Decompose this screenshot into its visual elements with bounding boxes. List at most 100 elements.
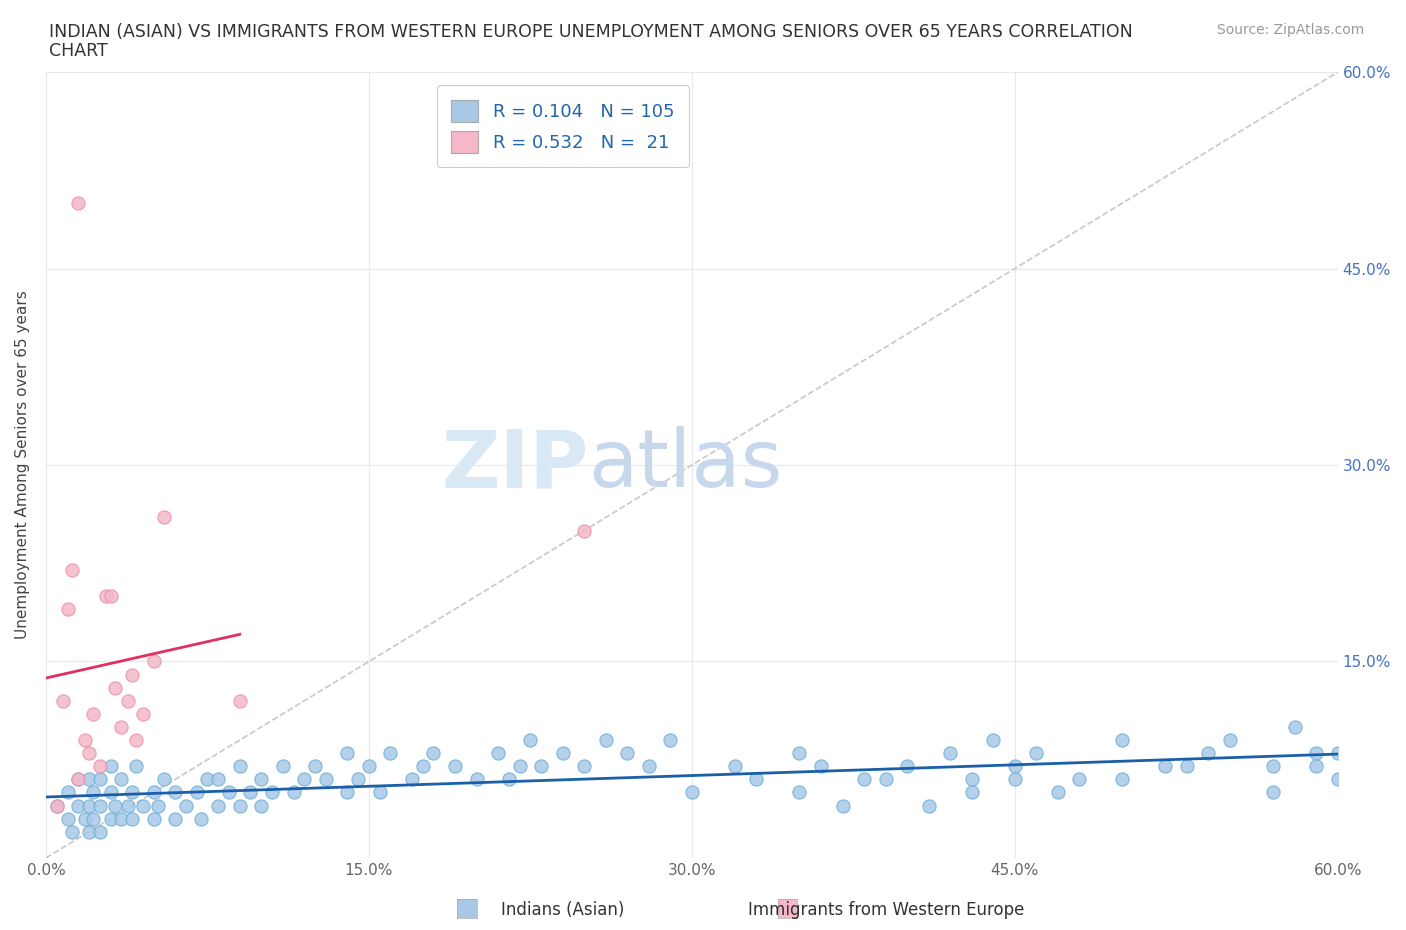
- Point: [45, 798, 67, 813]
- Point: [228, 798, 250, 813]
- Point: [56, 602, 79, 617]
- Point: [45, 798, 67, 813]
- Point: [551, 746, 574, 761]
- Point: [82, 707, 104, 722]
- Point: [100, 811, 122, 826]
- Point: [1326, 746, 1348, 761]
- Point: [239, 785, 262, 800]
- Point: [100, 589, 122, 604]
- Point: [165, 811, 187, 826]
- Point: [530, 759, 553, 774]
- Point: [104, 680, 127, 695]
- Point: [153, 772, 176, 787]
- Point: [100, 759, 122, 774]
- Point: [616, 746, 638, 761]
- Point: [831, 798, 853, 813]
- Point: [153, 510, 176, 525]
- Point: [77, 746, 100, 761]
- Point: [56, 785, 79, 800]
- Text: ZIP: ZIP: [441, 426, 589, 504]
- Point: [96, 589, 118, 604]
- Point: [190, 811, 212, 826]
- Point: [789, 785, 811, 800]
- Point: [347, 772, 370, 787]
- Text: Immigrants from Western Europe: Immigrants from Western Europe: [748, 900, 1024, 919]
- Point: [165, 785, 187, 800]
- Text: INDIAN (ASIAN) VS IMMIGRANTS FROM WESTERN EUROPE UNEMPLOYMENT AMONG SENIORS OVER: INDIAN (ASIAN) VS IMMIGRANTS FROM WESTER…: [49, 23, 1133, 41]
- Point: [117, 798, 139, 813]
- Point: [509, 759, 531, 774]
- Point: [142, 654, 165, 669]
- Point: [104, 798, 127, 813]
- Point: [228, 759, 250, 774]
- Legend: R = 0.104   N = 105, R = 0.532   N =  21: R = 0.104 N = 105, R = 0.532 N = 21: [437, 86, 689, 167]
- Point: [73, 811, 96, 826]
- Point: [315, 772, 337, 787]
- Point: [465, 772, 488, 787]
- Point: [368, 785, 391, 800]
- Point: [939, 746, 962, 761]
- Point: [110, 772, 132, 787]
- Point: [82, 785, 104, 800]
- Point: [572, 759, 595, 774]
- Point: [1046, 785, 1069, 800]
- Point: [207, 798, 229, 813]
- Point: [67, 772, 90, 787]
- Point: [336, 785, 359, 800]
- Point: [401, 772, 423, 787]
- Point: [250, 798, 273, 813]
- Point: [77, 798, 100, 813]
- Point: [174, 798, 197, 813]
- Point: [1305, 746, 1327, 761]
- Point: [89, 798, 111, 813]
- Point: [1069, 772, 1091, 787]
- Point: [142, 785, 165, 800]
- Point: [1284, 720, 1306, 735]
- Point: [412, 759, 434, 774]
- Point: [304, 759, 326, 774]
- Point: [380, 746, 402, 761]
- Point: [292, 772, 315, 787]
- Point: [960, 772, 983, 787]
- Point: [1198, 746, 1220, 761]
- Point: [132, 798, 155, 813]
- Point: [250, 772, 273, 787]
- Point: [681, 785, 703, 800]
- Point: [121, 785, 143, 800]
- Point: [1025, 746, 1047, 761]
- Point: [422, 746, 444, 761]
- Point: [82, 811, 104, 826]
- Point: [121, 811, 143, 826]
- Point: [283, 785, 305, 800]
- Point: [73, 733, 96, 748]
- Point: [89, 759, 111, 774]
- Point: [271, 759, 294, 774]
- Point: [1111, 772, 1133, 787]
- Point: [146, 798, 169, 813]
- Point: [117, 694, 139, 709]
- Point: [1154, 759, 1177, 774]
- Point: [595, 733, 617, 748]
- Point: [125, 733, 148, 748]
- Point: [637, 759, 659, 774]
- Point: [789, 746, 811, 761]
- Point: [260, 785, 283, 800]
- Point: [745, 772, 768, 787]
- Point: [110, 811, 132, 826]
- Point: [960, 785, 983, 800]
- Point: [853, 772, 876, 787]
- Point: [1261, 785, 1284, 800]
- Point: [1261, 759, 1284, 774]
- Point: [60, 563, 83, 578]
- Point: [1305, 759, 1327, 774]
- Point: [875, 772, 897, 787]
- Point: [1004, 759, 1026, 774]
- Point: [89, 772, 111, 787]
- Point: [186, 785, 208, 800]
- Point: [67, 772, 90, 787]
- Point: [444, 759, 467, 774]
- Point: [659, 733, 682, 748]
- Text: Source: ZipAtlas.com: Source: ZipAtlas.com: [1216, 23, 1364, 37]
- Point: [1175, 759, 1198, 774]
- Text: Indians (Asian): Indians (Asian): [501, 900, 624, 919]
